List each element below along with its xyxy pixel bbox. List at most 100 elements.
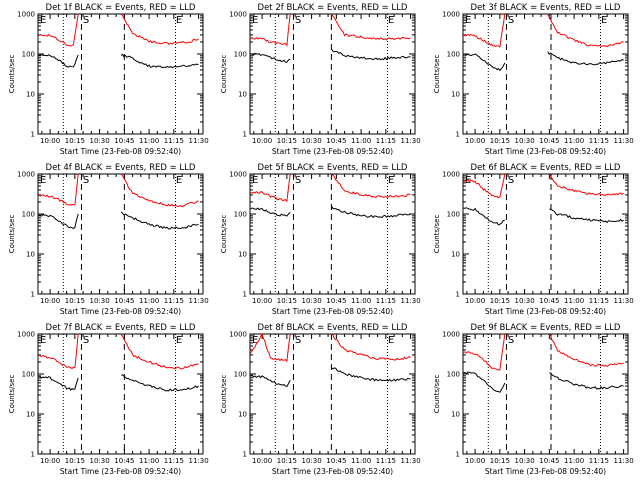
series-line-lld xyxy=(38,333,79,370)
panel-title: Det 9f BLACK = Events, RED = LLD xyxy=(471,323,621,333)
series-line-lld xyxy=(38,173,79,206)
x-tick-label: 10:00 xyxy=(252,457,272,465)
x-tick-label: 10:45 xyxy=(114,297,134,305)
series-line-lld xyxy=(120,13,199,45)
marker-e2: E xyxy=(176,15,182,26)
series-line-lld xyxy=(120,334,199,370)
x-axis-label: Start Time (23-Feb-08 09:52:40) xyxy=(485,467,606,476)
panel-det-2f: Det 2f BLACK = Events, RED = LLD Counts/s… xyxy=(220,3,421,156)
y-tick-label: 1000 xyxy=(229,171,247,179)
panel-title: Det 1f BLACK = Events, RED = LLD xyxy=(46,3,196,13)
x-tick-label: 10:00 xyxy=(465,457,485,465)
x-tick-label: 11:00 xyxy=(139,137,159,145)
series-line-lld xyxy=(463,173,506,199)
series-line-lld xyxy=(331,174,411,199)
x-tick-label: 11:30 xyxy=(401,457,421,465)
panel-title: Det 2f BLACK = Events, RED = LLD xyxy=(258,3,408,13)
x-tick-label: 10:30 xyxy=(302,297,322,305)
y-tick-label: 1 xyxy=(456,451,460,459)
marker-e2: E xyxy=(388,15,394,26)
marker-e2: E xyxy=(601,15,607,26)
x-tick-label: 10:15 xyxy=(277,457,297,465)
y-tick-label: 1000 xyxy=(442,11,460,19)
panel-det-1f: Det 1f BLACK = Events, RED = LLD Counts/s… xyxy=(8,3,209,156)
x-tick-label: 11:15 xyxy=(376,457,396,465)
series-line-events xyxy=(463,371,506,393)
panel-det-6f: Det 6f BLACK = Events, RED = LLD Counts/s… xyxy=(433,163,634,316)
series-line-events xyxy=(38,213,79,230)
series-line-events xyxy=(38,54,79,68)
series-line-events xyxy=(331,367,411,382)
series-line-events xyxy=(250,207,291,217)
y-tick-label: 10 xyxy=(451,411,460,419)
series-line-lld xyxy=(463,13,506,48)
marker-e1: E xyxy=(252,335,258,346)
plot-frame xyxy=(249,333,416,455)
x-tick-label: 10:30 xyxy=(302,457,322,465)
x-tick-label: 10:00 xyxy=(465,137,485,145)
x-tick-label: 10:45 xyxy=(326,457,346,465)
y-tick-label: 10 xyxy=(238,251,247,259)
y-axis-label: Counts/sec xyxy=(220,375,228,414)
series-line-lld xyxy=(250,332,291,363)
y-tick-label: 10 xyxy=(26,91,35,99)
x-tick-label: 11:15 xyxy=(164,137,184,145)
y-tick-label: 100 xyxy=(447,371,460,379)
x-tick-label: 10:15 xyxy=(65,457,85,465)
series-line-lld xyxy=(548,173,624,196)
x-tick-label: 11:15 xyxy=(376,297,396,305)
y-tick-label: 100 xyxy=(447,211,460,219)
series-line-events xyxy=(250,374,291,388)
x-tick-label: 10:45 xyxy=(539,457,559,465)
marker-s: S xyxy=(83,15,89,26)
x-axis-label: Start Time (23-Feb-08 09:52:40) xyxy=(272,147,393,156)
y-tick-label: 1000 xyxy=(229,11,247,19)
series-line-events xyxy=(549,208,624,224)
x-tick-label: 10:30 xyxy=(90,297,110,305)
y-axis-label: Counts/sec xyxy=(220,55,228,94)
y-tick-label: 1000 xyxy=(17,331,35,339)
y-axis-label: Counts/sec xyxy=(433,215,441,254)
x-tick-label: 10:00 xyxy=(40,457,60,465)
y-tick-label: 1 xyxy=(31,291,35,299)
x-tick-label: 10:00 xyxy=(40,297,60,305)
y-tick-label: 1000 xyxy=(229,331,247,339)
y-tick-label: 100 xyxy=(22,211,35,219)
y-tick-label: 10 xyxy=(238,91,247,99)
panel-det-5f: Det 5f BLACK = Events, RED = LLD Counts/s… xyxy=(220,163,421,316)
x-axis-label: Start Time (23-Feb-08 09:52:40) xyxy=(272,467,393,476)
x-tick-label: 10:45 xyxy=(539,137,559,145)
marker-e1: E xyxy=(252,15,258,26)
x-tick-label: 10:45 xyxy=(114,137,134,145)
series-line-events xyxy=(549,372,624,390)
y-tick-label: 100 xyxy=(234,51,247,59)
panel-det-7f: Det 7f BLACK = Events, RED = LLD Counts/s… xyxy=(8,323,209,476)
series-line-lld xyxy=(250,13,291,47)
series-line-lld xyxy=(120,173,199,208)
series-line-lld xyxy=(463,333,506,371)
x-tick-label: 11:15 xyxy=(589,297,609,305)
x-tick-label: 11:30 xyxy=(614,457,634,465)
y-tick-label: 10 xyxy=(238,411,247,419)
series-line-events xyxy=(120,53,199,69)
x-tick-label: 10:15 xyxy=(65,297,85,305)
x-tick-label: 10:15 xyxy=(277,137,297,145)
x-axis-label: Start Time (23-Feb-08 09:52:40) xyxy=(272,307,393,316)
y-tick-label: 1 xyxy=(456,131,460,139)
x-tick-label: 10:15 xyxy=(490,297,510,305)
series-line-lld xyxy=(330,13,411,41)
plot-frame xyxy=(249,173,416,295)
y-tick-label: 100 xyxy=(22,51,35,59)
plot-frame xyxy=(462,333,629,455)
y-axis-label: Counts/sec xyxy=(8,375,16,414)
x-axis-label: Start Time (23-Feb-08 09:52:40) xyxy=(485,147,606,156)
y-tick-label: 1000 xyxy=(17,11,35,19)
x-tick-label: 11:00 xyxy=(351,457,371,465)
y-tick-label: 10 xyxy=(26,411,35,419)
y-tick-label: 10 xyxy=(451,91,460,99)
plot-frame xyxy=(249,13,416,135)
y-tick-label: 10 xyxy=(451,251,460,259)
x-tick-label: 11:30 xyxy=(189,137,209,145)
panel-title: Det 7f BLACK = Events, RED = LLD xyxy=(46,323,196,333)
marker-e1: E xyxy=(40,175,46,186)
